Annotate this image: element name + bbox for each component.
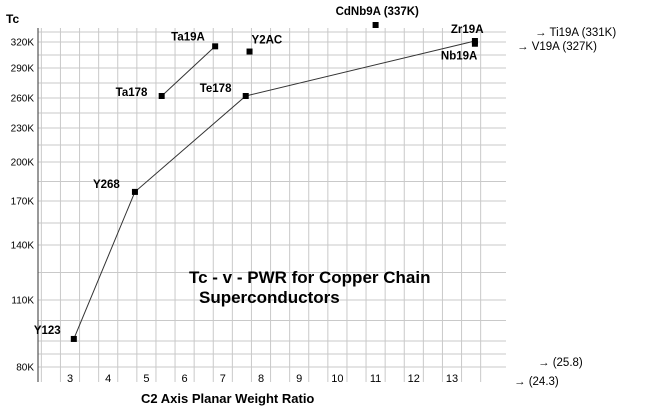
x-axis-label: C2 Axis Planar Weight Ratio <box>141 391 314 406</box>
x-tick-label: 12 <box>408 373 420 385</box>
y-tick-labels: 80K 110K 140K 170K 200K 230K 260K 290K 320K <box>11 38 35 374</box>
point-label: Ta178 <box>116 87 148 99</box>
data-point <box>246 48 253 55</box>
point-labels: Y123 Y268 Te178 Ta178 Ta19A Y2AC CdNb9A (337K)… <box>34 6 484 337</box>
y-tick-label: 140K <box>11 241 35 252</box>
data-point <box>131 188 138 195</box>
point-label: Nb19A <box>441 51 477 63</box>
y-tick-label: 320K <box>11 38 35 49</box>
y-axis-label: Tc <box>6 12 19 26</box>
data-point <box>158 93 165 99</box>
series-line <box>161 45 216 97</box>
data-point <box>70 335 77 342</box>
y-tick-label: 200K <box>11 158 35 169</box>
x-tick-label: 8 <box>258 373 264 385</box>
y-tick-label: 110K <box>11 296 34 307</box>
x-tick-labels: 3 4 5 6 7 8 9 10 11 12 13 <box>67 373 458 385</box>
x-tick-label: 7 <box>220 373 226 385</box>
side-note-v19a: → V19A (327K) <box>517 41 597 53</box>
point-label: Y123 <box>34 325 61 337</box>
side-note-24-3: → (24.3) <box>514 376 559 388</box>
point-label: Y268 <box>93 179 120 191</box>
data-points <box>70 22 478 342</box>
x-tick-label: 5 <box>143 373 149 385</box>
y-tick-label: 260K <box>11 94 35 105</box>
point-label: Y2AC <box>252 35 283 47</box>
series-lines <box>73 40 476 340</box>
y-tick-label: 230K <box>11 124 35 135</box>
x-tick-label: 4 <box>105 373 111 385</box>
x-tick-label: 6 <box>182 373 188 385</box>
x-tick-label: 3 <box>67 373 73 385</box>
data-point <box>242 93 249 99</box>
point-label: CdNb9A (337K) <box>336 6 419 18</box>
point-label: Zr19A <box>451 24 484 36</box>
y-tick-label: 170K <box>11 197 35 208</box>
y-tick-label: 80K <box>16 363 34 374</box>
grid <box>37 28 506 382</box>
x-tick-label: 10 <box>331 373 343 385</box>
data-point <box>471 40 478 47</box>
chart-title-line-1: Tc - v - PWR for Copper Chain <box>189 268 430 287</box>
data-point <box>372 22 379 28</box>
side-note-25-8: → (25.8) <box>538 357 583 369</box>
x-tick-label: 9 <box>296 373 302 385</box>
point-label: Te178 <box>200 83 232 95</box>
side-note-ti19a: → Ti19A (331K) <box>535 27 616 39</box>
data-point <box>212 43 219 50</box>
point-label: Ta19A <box>171 31 205 43</box>
x-tick-label: 13 <box>446 373 458 385</box>
chart-title-line-2: Superconductors <box>199 288 340 307</box>
x-tick-label: 11 <box>370 373 381 385</box>
series-line <box>73 40 476 340</box>
y-tick-label: 290K <box>11 64 35 75</box>
